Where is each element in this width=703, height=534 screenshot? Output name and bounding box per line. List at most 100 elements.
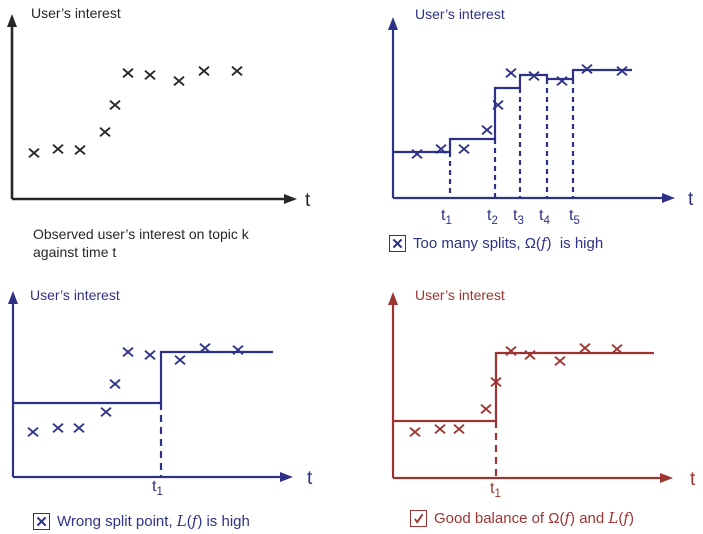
data-point-x: [528, 70, 540, 82]
caption-text-segment: (: [186, 513, 192, 530]
caption-text-segment: (: [618, 510, 624, 527]
x-axis-arrow: [660, 473, 673, 483]
x-tick-label: t2: [487, 207, 498, 227]
caption-observed: Observed user’s interest on topic k agai…: [33, 226, 249, 261]
data-point-x: [232, 344, 244, 356]
y-axis-arrow: [8, 291, 18, 304]
caption-text-segment: ): [628, 510, 634, 527]
data-point-x: [434, 423, 446, 435]
caption-observed-line-1: Observed user’s interest on topic k: [33, 226, 249, 242]
x-tick-label: t3: [513, 207, 524, 227]
y-axis-title: User’s interest: [415, 6, 505, 22]
data-point-x: [524, 349, 536, 361]
data-point-x: [74, 144, 86, 156]
math-variable: L: [608, 509, 619, 527]
y-axis-title: User’s interest: [415, 287, 505, 303]
data-point-x: [505, 345, 517, 357]
caption-text-segment: Too many splits,: [413, 235, 525, 252]
plot-too-many-splits: User’s interest t t1 t2 t3 t4 t5: [388, 6, 694, 227]
x-axis-label: t: [305, 190, 311, 211]
caption-good-balance-text: Good balance of Ω(f) and L(f): [434, 509, 634, 527]
data-point-x: [199, 342, 211, 354]
x-axis-arrow: [662, 193, 675, 203]
step-function-line: [393, 68, 632, 154]
y-axis-arrow: [388, 292, 398, 305]
x-tick-label: t4: [539, 207, 550, 227]
data-point-x: [52, 143, 64, 155]
caption-wrong-split-point-text: Wrong split point, L(f) is high: [57, 512, 250, 530]
caption-text-segment: Good balance of: [434, 510, 549, 527]
data-point-x: [505, 67, 517, 79]
caption-text-segment: ) is high: [197, 513, 250, 530]
data-point-x: [411, 148, 423, 160]
plot-wrong-split-point: User’s interest t t1: [8, 287, 313, 498]
data-point-x: [73, 422, 85, 434]
data-point-x: [579, 342, 591, 354]
caption-too-many-splits-text: Too many splits, Ω(f) is high: [413, 234, 603, 252]
step-function-line: [393, 351, 654, 423]
data-point-x: [27, 426, 39, 438]
data-point-x: [109, 378, 121, 390]
x-tick-label: t1: [441, 207, 452, 227]
data-point-x: [616, 65, 628, 77]
x-axis-arrow: [280, 472, 293, 482]
check-box-icon: [410, 509, 427, 527]
x-axis-arrow: [284, 194, 297, 204]
data-point-x: [458, 143, 470, 155]
caption-wrong-split-point: Wrong split point, L(f) is high: [33, 512, 250, 530]
x-axis-label: t: [690, 469, 696, 490]
math-variable: f: [191, 512, 198, 530]
data-point-x: [144, 69, 156, 81]
y-axis-arrow: [388, 17, 398, 30]
data-point-x: [611, 343, 623, 355]
data-point-x: [409, 426, 421, 438]
caption-observed-line-2: against time t: [33, 243, 117, 260]
x-tick-label: t1: [152, 478, 163, 498]
data-point-x: [481, 124, 493, 136]
math-variable: L: [176, 512, 187, 530]
x-tick-label: t1: [490, 480, 501, 500]
data-point-x: [122, 67, 134, 79]
math-variable: f: [564, 509, 571, 527]
y-axis-title: User’s interest: [31, 5, 121, 21]
data-point-x: [492, 99, 504, 111]
caption-text-segment: Ω(: [524, 235, 541, 252]
caption-text-segment: ) and: [570, 510, 609, 527]
data-point-x: [28, 147, 40, 159]
data-point-x: [581, 63, 593, 75]
data-point-x: [173, 75, 185, 87]
data-point-x: [556, 75, 568, 87]
caption-text-segment: ) is high: [546, 235, 604, 252]
y-axis-arrow: [7, 14, 17, 27]
math-variable: f: [623, 509, 629, 527]
data-point-x: [52, 422, 64, 434]
x-axis-label: t: [688, 189, 694, 210]
math-variable: f: [540, 234, 547, 252]
crossed-box-icon: [389, 234, 406, 252]
data-point-x: [490, 376, 502, 388]
y-axis-title: User’s interest: [30, 287, 120, 303]
caption-text-segment: Ω(: [548, 510, 565, 527]
data-point-x: [109, 99, 121, 111]
data-point-x: [554, 355, 566, 367]
data-point-x: [198, 65, 210, 77]
x-tick-label: t5: [569, 207, 580, 227]
caption-too-many-splits: Too many splits, Ω(f) is high: [389, 234, 603, 252]
data-point-x: [480, 403, 492, 415]
plot-observed-interest: User’s interest t: [7, 5, 311, 211]
data-point-x: [99, 126, 111, 138]
data-point-x: [174, 354, 186, 366]
data-point-x: [100, 406, 112, 418]
plot-good-balance: User’s interest t t1: [388, 287, 696, 500]
caption-text-segment: Wrong split point,: [57, 513, 177, 530]
data-point-x: [453, 423, 465, 435]
data-point-x: [144, 349, 156, 361]
data-point-x: [435, 143, 447, 155]
step-function-line: [13, 350, 273, 405]
caption-good-balance: Good balance of Ω(f) and L(f): [410, 509, 634, 527]
crossed-box-icon: [33, 512, 50, 530]
data-point-x: [231, 65, 243, 77]
x-axis-label: t: [307, 468, 313, 489]
data-point-x: [122, 346, 134, 358]
